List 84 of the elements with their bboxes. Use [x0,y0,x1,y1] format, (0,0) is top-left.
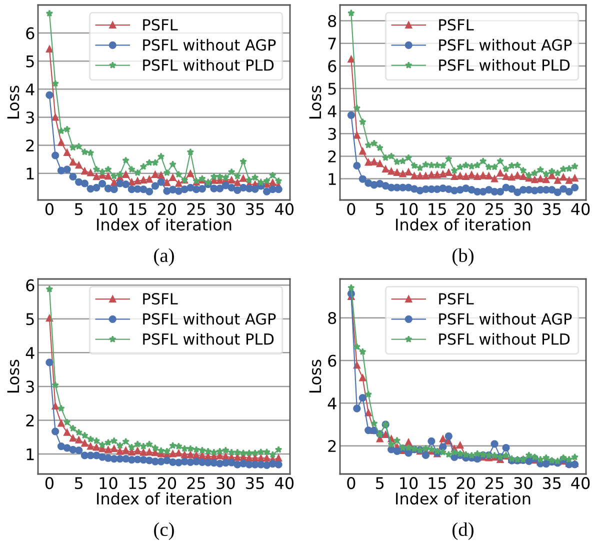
legend-label: PSFL without AGP [143,312,276,325]
y-axis-title: Loss [7,86,20,118]
x-tick-label: 35 [542,477,561,490]
legend-label: PSFL [143,293,178,305]
x-tick-label: 10 [400,203,418,216]
x-tick-label: 20 [158,477,176,490]
legend-label: PSFL without PLD [439,333,570,345]
y-tick-label: 1 [328,173,336,185]
x-tick-label: 5 [74,477,83,490]
y-tick-label: 1 [26,448,34,460]
legend-label: PSFL without AGP [439,312,572,325]
x-tick-label: 40 [571,203,590,216]
y-tick-label: 3 [328,128,336,140]
x-tick-label: 15 [129,203,146,216]
y-tick-label: 1 [26,168,34,180]
text: (b) [452,248,474,266]
x-tick-label: 25 [486,203,504,216]
x-axis-title: Index of iteration [97,218,232,231]
x-tick-label: 15 [428,203,446,216]
legend-label: PSFL [439,293,474,305]
x-tick-label: 40 [275,477,294,490]
legend-label: PSFL without AGP [439,38,572,51]
x-tick-label: 20 [158,203,176,216]
y-tick-label: 7 [328,38,336,50]
x-axis-title: Index of iteration [396,218,530,231]
y-tick-label: 2 [328,440,336,452]
y-axis-title: Loss [309,86,322,118]
text: (a) [154,248,174,266]
text: (d) [452,522,474,540]
x-tick-label: 5 [74,203,83,216]
y-tick-label: 2 [26,140,34,152]
x-tick-label: 20 [456,477,475,490]
legend-label: PSFL without PLD [143,333,274,345]
x-tick-label: 0 [45,203,54,216]
x-tick-label: 20 [456,203,475,216]
y-tick-label: 6 [328,354,336,367]
legend-label: PSFL without AGP [143,38,276,51]
legend-label: PSFL [439,19,474,31]
y-axis-title: Loss [309,360,322,392]
y-tick-label: 5 [328,82,336,95]
x-tick-label: 0 [347,203,356,216]
y-tick-label: 2 [26,414,34,426]
x-tick-label: 30 [216,203,235,216]
x-tick-label: 5 [376,477,384,490]
x-tick-label: 35 [542,203,561,216]
x-axis-title: Index of iteration [97,492,232,505]
y-tick-label: 4 [328,398,336,410]
x-tick-label: 25 [486,477,504,490]
y-tick-label: 6 [26,279,34,292]
y-tick-label: 8 [328,312,336,324]
y-axis-title: Loss [7,360,20,392]
y-tick-label: 4 [26,347,34,359]
y-tick-label: 8 [328,15,336,28]
x-tick-label: 35 [246,477,264,490]
x-tick-label: 15 [428,477,446,490]
y-tick-label: 3 [26,380,34,393]
text: (c) [154,522,174,540]
y-tick-label: 4 [328,106,336,118]
x-tick-label: 5 [376,203,384,216]
legend-label: PSFL without PLD [439,59,570,71]
y-tick-label: 5 [26,313,34,326]
x-tick-label: 10 [400,477,418,490]
x-tick-label: 0 [45,477,54,490]
y-tick-label: 3 [26,111,34,124]
y-tick-label: 5 [26,56,34,68]
x-tick-label: 30 [514,477,532,490]
y-tick-label: 6 [328,60,336,72]
x-axis-title: Index of iteration [396,492,530,505]
y-tick-label: 4 [26,84,34,96]
y-tick-label: 2 [328,150,336,162]
legend-label: PSFL [143,19,178,31]
x-tick-label: 25 [187,477,206,490]
x-tick-label: 10 [100,203,118,216]
x-tick-label: 30 [216,477,235,490]
x-tick-label: 25 [187,203,206,216]
x-tick-label: 40 [275,203,294,216]
x-tick-label: 10 [100,477,118,490]
x-tick-label: 35 [246,203,264,216]
x-tick-label: 40 [571,477,590,490]
legend-label: PSFL without PLD [143,59,274,71]
x-tick-label: 0 [347,477,356,490]
x-tick-label: 30 [514,203,532,216]
x-tick-label: 15 [129,477,146,490]
y-tick-label: 6 [26,27,34,40]
